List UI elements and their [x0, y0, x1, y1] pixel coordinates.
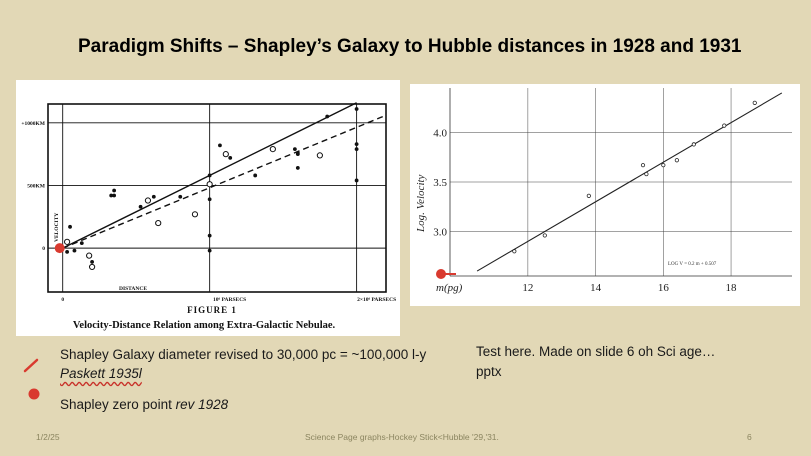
data-point-open — [674, 158, 679, 163]
data-point-open — [86, 252, 93, 259]
data-point-open — [206, 181, 213, 188]
data-point-filled — [292, 147, 297, 152]
data-point-open — [722, 123, 727, 128]
data-point-open — [269, 146, 276, 153]
data-point-open — [191, 211, 199, 218]
footer-title: Science Page graphs-Hockey Stick<Hubble … — [305, 432, 499, 442]
x-tick-label: 18 — [726, 282, 738, 294]
x-tick-label: 0 — [61, 297, 64, 303]
footer-date: 1/2/25 — [36, 432, 60, 442]
y-tick-label: 3.0 — [433, 226, 447, 238]
data-point-filled — [79, 241, 84, 246]
data-point-filled — [354, 142, 359, 147]
data-point-filled — [218, 143, 222, 148]
data-point-open — [640, 163, 646, 168]
data-point-filled — [112, 188, 117, 193]
data-point-filled — [228, 155, 233, 160]
data-point-open — [542, 233, 547, 238]
data-point-open — [316, 152, 323, 159]
data-point-filled — [68, 224, 72, 229]
figure-title: FIGURE 1 — [187, 305, 237, 315]
plot-frame — [47, 103, 387, 293]
y-tick-label: 500KM — [27, 183, 46, 189]
hubble-1931-figure: 3.0 3.5 4.0 12 14 16 18 Log. Velocity m(pg) LOG V… — [410, 84, 800, 306]
x-axis-label: m(pg) — [436, 282, 463, 294]
data-point-open — [144, 197, 152, 204]
footer-page-number: 6 — [747, 432, 752, 442]
velocity-distance-chart: 0 500KM +1000KM 0 10⁶ PARSECS 2×10⁶ PARSECS DI… — [21, 102, 396, 331]
slide-title: Paradigm Shifts – Shapley’s Galaxy to Hu… — [78, 36, 742, 57]
data-point-filled — [72, 248, 77, 253]
legend-zero-point-italic: rev 1928 — [175, 397, 229, 412]
legend-diameter-text: Shapley Galaxy diameter revised to 30,00… — [60, 347, 427, 362]
data-point-filled — [253, 173, 258, 178]
data-point-filled — [109, 193, 114, 198]
y-tick-label: 3.5 — [433, 177, 447, 189]
equation-annotation: LOG V = 0.2 m + 0.507 — [668, 262, 717, 267]
y-tick-label: 4.0 — [433, 128, 447, 140]
zero-point-marker-icon — [28, 388, 40, 400]
diameter-revision-marker-icon — [23, 358, 39, 373]
data-point-open — [222, 151, 229, 158]
data-point-filled — [354, 107, 359, 111]
data-point-filled — [207, 173, 212, 178]
data-point-filled — [354, 147, 359, 152]
x-tick-label: 12 — [522, 282, 533, 294]
legend-zero-point: Shapley zero point rev 1928 — [60, 397, 228, 412]
legend-paskett: Paskett 1935l — [60, 366, 142, 381]
data-point-open — [88, 263, 96, 271]
data-point-filled — [325, 114, 330, 119]
data-point-filled — [112, 193, 117, 198]
x-tick-label: 10⁶ PARSECS — [213, 297, 246, 303]
data-point-open — [691, 142, 696, 147]
data-point-open — [155, 219, 162, 227]
data-point-filled — [90, 260, 94, 264]
data-point-filled — [178, 194, 183, 199]
x-tick-label: 2×10⁶ PARSECS — [357, 297, 396, 303]
data-point-filled — [207, 233, 212, 238]
data-point-filled — [207, 248, 212, 253]
data-point-open — [512, 249, 517, 254]
fit-line — [476, 92, 783, 272]
data-point-open — [644, 171, 649, 177]
hubble-1929-figure: 0 500KM +1000KM 0 10⁶ PARSECS 2×10⁶ PARSECS DI… — [16, 80, 400, 336]
y-tick-label: +1000KM — [21, 121, 45, 127]
shapley-zero-point-marker — [54, 243, 65, 254]
y-axis-label: VELOCITY — [54, 213, 60, 242]
data-point-open — [64, 238, 71, 245]
data-point-filled — [207, 197, 212, 202]
red-origin-marker — [436, 269, 446, 279]
fit-line-dashed — [62, 114, 387, 249]
data-point-filled — [65, 249, 70, 254]
data-point-filled — [354, 178, 359, 183]
y-tick-label: 0 — [42, 246, 45, 252]
x-tick-label: 14 — [590, 282, 602, 294]
legend-paskett-text: Paskett 1935l — [60, 366, 142, 381]
data-point-filled — [151, 194, 156, 199]
data-point-filled — [295, 150, 300, 155]
x-tick-label: 16 — [658, 282, 670, 294]
log-velocity-chart: 3.0 3.5 4.0 12 14 16 18 Log. Velocity m(pg) LOG V… — [415, 88, 792, 294]
legend-zero-point-text: Shapley zero point — [60, 397, 176, 412]
data-point-open — [752, 100, 757, 105]
y-axis-label: Log. Velocity — [415, 174, 427, 233]
data-point-filled — [138, 204, 143, 209]
data-point-filled — [295, 166, 300, 170]
data-point-open — [586, 193, 591, 198]
x-axis-label: DISTANCE — [119, 286, 147, 292]
data-point-open — [661, 163, 666, 168]
note-text: Test here. Made on slide 6 oh Sci age…pp… — [476, 344, 716, 379]
figure-caption: Velocity-Distance Relation among Extra-G… — [73, 320, 336, 331]
legend-diameter-revision: Shapley Galaxy diameter revised to 30,00… — [60, 347, 426, 362]
